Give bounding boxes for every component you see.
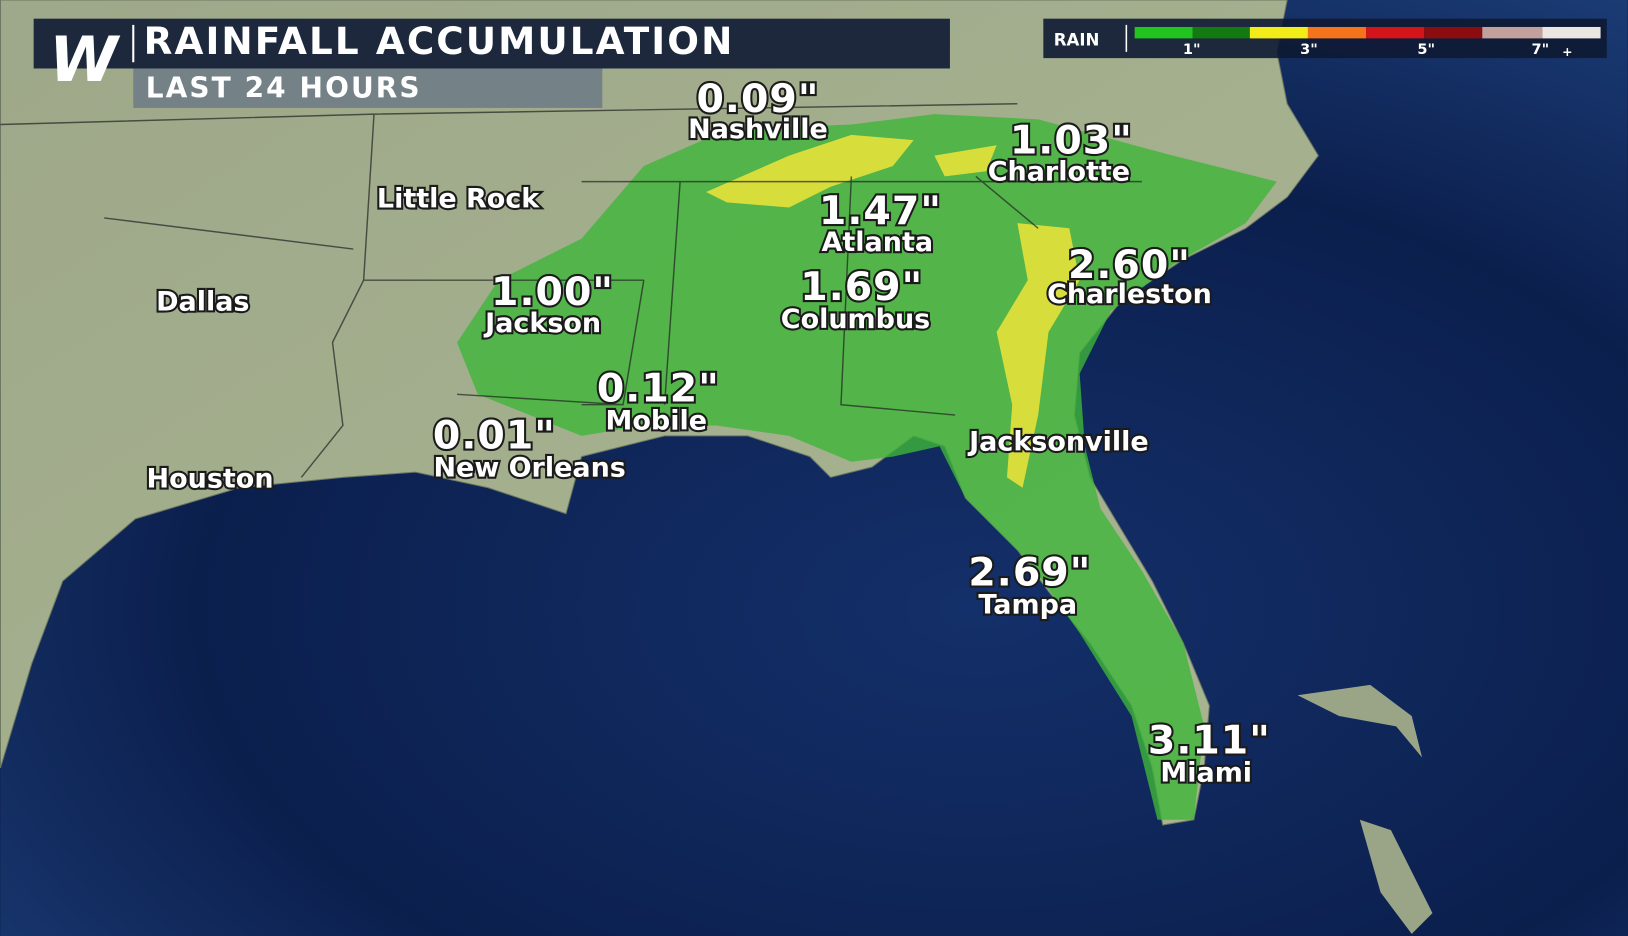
city-amount: 0.09" <box>696 76 819 122</box>
city-name: Nashville <box>688 114 828 145</box>
city-amount: 2.69" <box>968 549 1091 595</box>
city-amount: 0.01" <box>433 412 556 458</box>
cities: 0.09"Nashville 1.03"Charlotte 1.47"Atlanta… <box>144 74 1271 790</box>
city-amount: 1.47" <box>819 188 942 234</box>
legend-swatch <box>1249 26 1308 39</box>
city-name: New Orleans <box>433 452 625 483</box>
legend-tick: 3" <box>1300 42 1318 58</box>
city-name: Atlanta <box>822 227 934 258</box>
legend-swatch <box>1424 26 1483 39</box>
city-amount: 1.03" <box>1010 118 1133 164</box>
legend-swatch <box>1134 26 1193 39</box>
city-amount: 3.11" <box>1148 717 1271 763</box>
legend-tick: 1" <box>1183 42 1201 58</box>
state-line <box>0 103 1142 478</box>
city-name: Tampa <box>978 589 1077 620</box>
legend-swatch <box>1482 26 1543 39</box>
city-name: Jackson <box>483 308 601 339</box>
legend-swatch <box>1192 26 1250 39</box>
legend-tick: 7" <box>1532 42 1550 58</box>
city-name: Charlotte <box>988 157 1130 188</box>
title-bar <box>33 18 950 69</box>
legend-swatch <box>1542 26 1601 39</box>
cuba <box>1297 684 1433 934</box>
city-amount: 1.69" <box>800 264 923 310</box>
city-name: Dallas <box>156 286 249 317</box>
city-name: Jacksonville <box>967 426 1149 457</box>
city-name: Little Rock <box>377 184 540 215</box>
state-lines <box>0 103 1142 478</box>
legend-swatch <box>1307 26 1367 39</box>
logo: W <box>49 23 121 96</box>
city-name: Columbus <box>781 304 930 335</box>
city-name: Mobile <box>606 406 707 437</box>
city-amount: 0.12" <box>597 366 720 412</box>
header: W RAINFALL ACCUMULATION LAST 24 HOURS <box>33 18 950 108</box>
legend: RAIN 1" 3" 5" 7" + <box>1043 18 1607 59</box>
city-name: Charleston <box>1047 279 1212 310</box>
city-name: Miami <box>1160 757 1252 788</box>
city-amount: 2.60" <box>1068 242 1191 288</box>
legend-plus: + <box>1562 44 1572 59</box>
subtitle-bar <box>133 68 603 108</box>
city-amount: 1.00" <box>491 269 614 315</box>
legend-tick: 5" <box>1417 42 1435 58</box>
legend-label: RAIN <box>1054 31 1100 50</box>
title: RAINFALL ACCUMULATION <box>144 19 735 63</box>
city-name: Houston <box>147 464 274 495</box>
legend-swatch <box>1366 26 1425 39</box>
legend-ticks: 1" 3" 5" 7" <box>1183 42 1549 58</box>
subtitle: LAST 24 HOURS <box>146 72 422 105</box>
